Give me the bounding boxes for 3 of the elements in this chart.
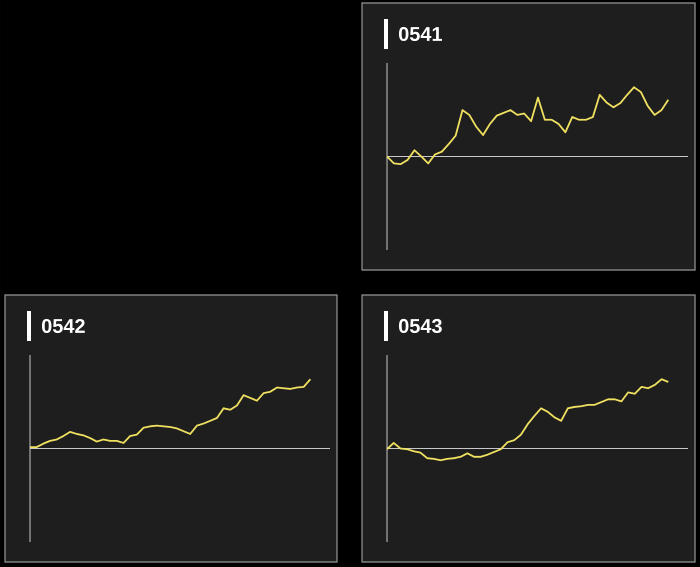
chart-title: 0543 <box>398 318 442 334</box>
chart-title: 0541 <box>398 26 442 42</box>
chart-title: 0542 <box>42 318 85 334</box>
